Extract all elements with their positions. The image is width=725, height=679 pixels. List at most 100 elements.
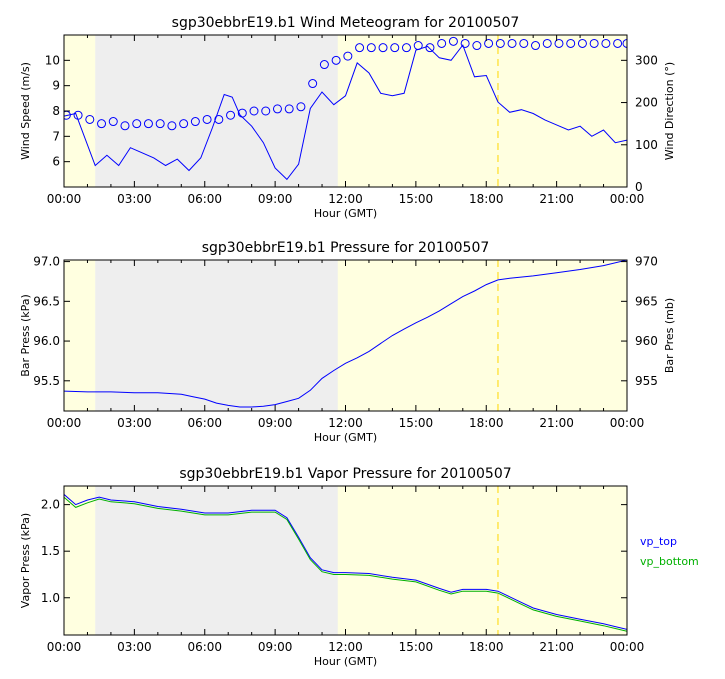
wind-direction-point: [589, 38, 599, 48]
wind-direction-point: [308, 79, 318, 89]
y2-tick-label: 300: [635, 53, 658, 67]
y2-tick-label: 960: [635, 334, 658, 348]
pressure-chart: 00:00 03:00 06:00 09:00 12:00 15:00 18:00 21:00…: [19, 240, 676, 444]
chart-title: sgp30ebbrE19.b1 Pressure for 20100507: [202, 240, 490, 256]
x-tick-label: 06:00: [187, 192, 222, 206]
wind-direction-point: [519, 38, 529, 48]
wind-direction-point: [202, 114, 212, 124]
x-tick-label: 03:00: [117, 640, 152, 654]
wind-direction-point: [319, 60, 329, 70]
y2-axis-label: Wind Direction (°): [663, 62, 676, 160]
x-axis-label: Hour (GMT): [314, 655, 377, 668]
x-tick-label: 00:00: [610, 416, 645, 430]
legend-entry-vp-bottom: vp_bottom: [640, 555, 699, 568]
vapor-pressure-chart: 00:00 03:00 06:00 09:00 12:00 15:00 18:00 21:00…: [19, 466, 699, 668]
x-tick-label: 06:00: [187, 640, 222, 654]
series-group: [64, 494, 627, 632]
x-tick-label: 15:00: [399, 192, 434, 206]
x-tick-label: 00:00: [47, 640, 82, 654]
wind-direction-point: [413, 41, 423, 51]
wind-direction-point: [214, 114, 224, 124]
nighttime-shading: [95, 35, 338, 187]
wind-direction-point: [507, 38, 517, 48]
x-tick-label: 18:00: [469, 192, 504, 206]
y-tick-label: 6: [52, 155, 60, 169]
vp-bottom-line: [64, 496, 627, 632]
nighttime-shading: [95, 486, 338, 635]
x-tick-label: 21:00: [539, 192, 574, 206]
y2-tick-label: 970: [635, 255, 658, 269]
wind-direction-point: [566, 38, 576, 48]
y2-tick-label: 100: [635, 138, 658, 152]
wind-direction-point: [108, 117, 118, 127]
y-tick-label: 97.0: [33, 255, 60, 269]
wind-direction-point: [390, 43, 400, 53]
x-tick-label: 12:00: [328, 192, 363, 206]
x-tick-label: 00:00: [610, 192, 645, 206]
x-tick-label: 00:00: [610, 640, 645, 654]
wind-direction-point: [97, 119, 107, 129]
wind-direction-point: [425, 43, 435, 53]
legend-entry-vp-top: vp_top: [640, 535, 677, 548]
series-group: [64, 36, 627, 181]
wind-direction-point: [472, 41, 482, 51]
x-tick-label: 21:00: [539, 640, 574, 654]
x-tick-label: 18:00: [469, 640, 504, 654]
y-tick-label: 10: [45, 53, 60, 67]
x-tick-label: 15:00: [399, 416, 434, 430]
wind-direction-point: [460, 38, 470, 48]
wind-direction-point: [132, 119, 142, 129]
wind-direction-point: [401, 43, 411, 53]
wind-direction-point: [249, 106, 259, 116]
wind-direction-point: [331, 55, 341, 65]
x-tick-label: 18:00: [469, 416, 504, 430]
wind-direction-point: [155, 119, 165, 129]
wind-direction-point: [378, 43, 388, 53]
chart-title: sgp30ebbrE19.b1 Wind Meteogram for 20100…: [172, 15, 520, 31]
y-axis-label: Vapor Press (kPa): [19, 513, 32, 608]
y-tick-label: 96.5: [33, 294, 60, 308]
x-tick-label: 06:00: [187, 416, 222, 430]
wind-direction-point: [366, 43, 376, 53]
y2-tick-label: 955: [635, 374, 658, 388]
y-tick-label: 9: [52, 79, 60, 93]
wind-direction-point: [284, 104, 294, 114]
wind-direction-point: [531, 41, 541, 51]
wind-direction-point: [484, 38, 494, 48]
x-tick-label: 12:00: [328, 416, 363, 430]
x-tick-label: 03:00: [117, 416, 152, 430]
x-tick-label: 00:00: [47, 192, 82, 206]
x-tick-label: 03:00: [117, 192, 152, 206]
wind-direction-point: [343, 51, 353, 61]
y-axis-label: Bar Press (kPa): [19, 294, 32, 377]
wind-direction-point: [554, 38, 564, 48]
y-tick-label: 1.0: [41, 591, 60, 605]
wind-direction-point: [542, 38, 552, 48]
y2-tick-label: 200: [635, 96, 658, 110]
wind-direction-point: [190, 117, 200, 127]
y-tick-label: 2.0: [41, 498, 60, 512]
y-tick-label: 8: [52, 104, 60, 118]
series-group: [64, 260, 627, 408]
wind-direction-point: [437, 38, 447, 48]
x-axis-label: Hour (GMT): [314, 207, 377, 220]
wind-direction-point: [355, 43, 365, 53]
x-tick-label: 09:00: [258, 416, 293, 430]
x-tick-label: 09:00: [258, 640, 293, 654]
wind-direction-point: [296, 102, 306, 112]
bar-press-line: [64, 260, 627, 408]
y-tick-label: 95.5: [33, 374, 60, 388]
wind-direction-point: [85, 114, 95, 124]
wind-direction-point: [601, 38, 611, 48]
x-axis-label: Hour (GMT): [314, 431, 377, 444]
y-tick-label: 1.5: [41, 544, 60, 558]
wind-direction-point: [120, 121, 130, 131]
y-tick-label: 96.0: [33, 334, 60, 348]
vp-top-line: [64, 494, 627, 630]
wind-direction-point: [613, 38, 623, 48]
wind-direction-point: [143, 119, 153, 129]
y2-tick-label: 965: [635, 294, 658, 308]
wind-direction-point: [167, 121, 177, 131]
wind-meteogram-chart: 00:00 03:00 06:00 09:00 12:00 15:00 18:00 21:00…: [19, 15, 676, 220]
